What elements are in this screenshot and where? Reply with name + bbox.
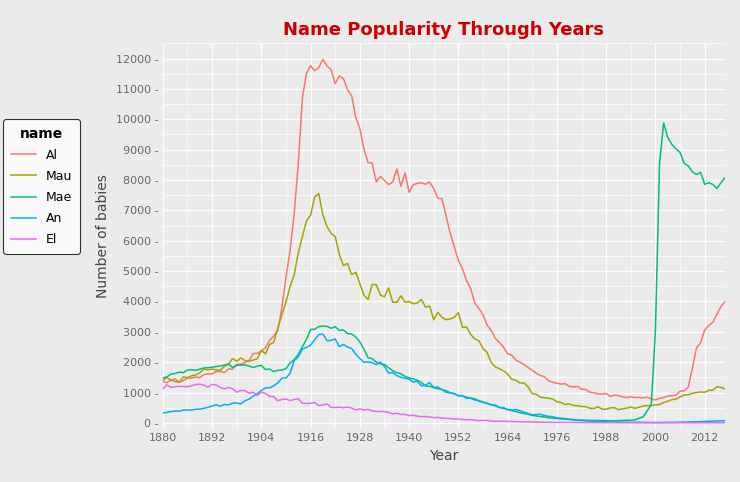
An (368, 360, 377, 365)
Mau (482, 349, 491, 355)
Mae (380, 362, 389, 367)
Al (158, 379, 167, 385)
An (158, 410, 167, 416)
El (384, 410, 393, 415)
An (721, 418, 730, 424)
Mae (716, 180, 725, 186)
Mau (614, 407, 623, 413)
Mae (158, 375, 167, 381)
El (643, 420, 652, 426)
Mae (363, 355, 372, 361)
Mae (659, 120, 668, 126)
An (318, 331, 327, 337)
Line: An: An (163, 334, 725, 423)
An (384, 370, 393, 376)
An (482, 400, 491, 406)
Mau (565, 401, 574, 407)
Mau (314, 191, 323, 197)
Al (368, 160, 377, 166)
An (716, 418, 725, 424)
Mau (716, 385, 725, 390)
Al (565, 383, 574, 389)
Line: Mau: Mau (163, 194, 725, 410)
Y-axis label: Number of babies: Number of babies (96, 174, 110, 298)
El (482, 417, 491, 423)
Line: Al: Al (163, 59, 725, 400)
Al (639, 395, 648, 401)
El (639, 420, 648, 426)
Line: Mae: Mae (163, 123, 725, 421)
El (721, 420, 730, 426)
Mau (158, 377, 167, 383)
Mae (610, 418, 619, 424)
Al (651, 397, 660, 403)
El (158, 386, 167, 392)
Al (482, 322, 491, 328)
Al (721, 299, 730, 305)
El (368, 408, 377, 414)
Mae (561, 416, 570, 422)
Al (318, 56, 327, 62)
Line: El: El (163, 384, 725, 423)
Al (716, 304, 725, 309)
Legend: Al, Mau, Mae, An, El: Al, Mau, Mae, An, El (3, 119, 79, 254)
Mau (721, 386, 730, 392)
Mae (639, 414, 648, 420)
Al (384, 182, 393, 187)
An (639, 419, 648, 425)
Mau (643, 403, 652, 409)
El (195, 381, 204, 387)
Mau (368, 281, 377, 287)
Mau (384, 285, 393, 291)
El (716, 420, 725, 426)
Title: Name Popularity Through Years: Name Popularity Through Years (283, 21, 605, 39)
El (565, 420, 574, 426)
Mae (479, 399, 488, 405)
X-axis label: Year: Year (429, 449, 459, 463)
An (565, 416, 574, 422)
An (651, 420, 660, 426)
Mae (721, 174, 730, 180)
